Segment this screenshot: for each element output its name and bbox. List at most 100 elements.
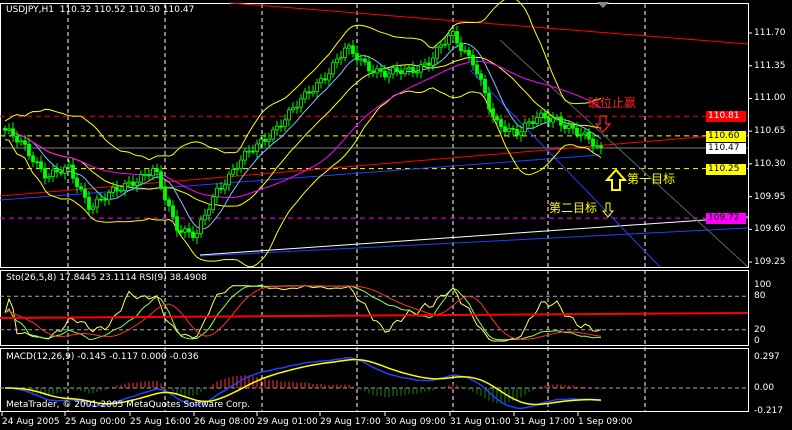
candle-body bbox=[387, 73, 391, 78]
candle-body bbox=[383, 70, 387, 78]
trendline-blue-diagonal bbox=[469, 69, 661, 268]
candle-body bbox=[527, 121, 531, 124]
candle-body bbox=[15, 135, 19, 143]
candle-body bbox=[331, 62, 335, 75]
candle-body bbox=[23, 140, 27, 145]
candle-body bbox=[419, 64, 423, 73]
candle-body bbox=[223, 184, 227, 190]
sto-rsi-label: Sto(26,5,8) 17.8445 23.1114 RSI(9) 38.49… bbox=[6, 273, 207, 283]
candle-body bbox=[415, 71, 419, 74]
candle-body bbox=[11, 128, 15, 137]
candle-body bbox=[27, 143, 31, 157]
candle-body bbox=[139, 174, 143, 183]
candle-body bbox=[267, 138, 271, 142]
x-tick-label: 1 Sep 09:00 bbox=[578, 417, 633, 427]
candle-body bbox=[399, 70, 403, 75]
candle-body bbox=[575, 127, 579, 136]
candle-body bbox=[571, 124, 575, 129]
candle-body bbox=[179, 229, 183, 233]
candle-body bbox=[163, 186, 167, 201]
candle-body bbox=[303, 91, 307, 100]
candle-body bbox=[39, 161, 43, 170]
candle-body bbox=[499, 119, 503, 128]
close-value: 110.47 bbox=[162, 5, 195, 15]
candle-body bbox=[207, 209, 211, 216]
candle-body bbox=[299, 98, 303, 108]
candle-body bbox=[531, 121, 535, 124]
candle-body bbox=[7, 128, 11, 131]
candle-body bbox=[319, 78, 323, 84]
candle-body bbox=[75, 177, 79, 188]
candle-body bbox=[175, 216, 179, 231]
candle-body bbox=[219, 187, 223, 190]
candle-body bbox=[43, 168, 47, 179]
candle-body bbox=[147, 174, 151, 177]
candle-body bbox=[507, 128, 511, 132]
candle-body bbox=[335, 58, 339, 64]
ma-slow bbox=[4, 61, 602, 199]
x-tick-label: 25 Aug 16:00 bbox=[130, 417, 191, 427]
sto-signal-line bbox=[4, 285, 602, 340]
candle-body bbox=[295, 106, 299, 109]
candle-body bbox=[235, 168, 239, 171]
trendline-blue-lower bbox=[199, 227, 749, 257]
candle-body bbox=[283, 119, 287, 128]
candle-body bbox=[403, 68, 407, 75]
candle-body bbox=[159, 171, 163, 188]
candle-body bbox=[47, 176, 51, 179]
bollinger-middle bbox=[4, 56, 602, 207]
y-tick-label: 111.00 bbox=[754, 93, 786, 104]
symbol-label: USDJPY,H1 bbox=[6, 5, 54, 15]
candle-body bbox=[431, 57, 435, 66]
trendline-support bbox=[199, 216, 749, 256]
scroll-marker-icon bbox=[597, 2, 609, 8]
candle-body bbox=[79, 186, 83, 190]
y-tick-label: 110.30 bbox=[754, 158, 786, 169]
sto-tick-label: 100 bbox=[754, 280, 772, 290]
y-tick-label: 109.95 bbox=[754, 191, 786, 202]
candle-body bbox=[495, 116, 499, 121]
candle-body bbox=[439, 44, 443, 48]
open-value: 110.32 bbox=[59, 5, 92, 15]
candle-body bbox=[479, 73, 483, 80]
candle-body bbox=[375, 68, 379, 74]
candle-body bbox=[115, 186, 119, 191]
candle-body bbox=[427, 62, 431, 66]
candle-body bbox=[255, 143, 259, 152]
candle-body bbox=[55, 169, 59, 173]
x-tick-label: 25 Aug 00:00 bbox=[65, 417, 126, 427]
candle-body bbox=[487, 92, 491, 110]
candle-body bbox=[539, 112, 543, 119]
candle-body bbox=[411, 67, 415, 73]
sto-tick-label: 0 bbox=[754, 336, 760, 346]
candle-body bbox=[535, 117, 539, 124]
sto-panel-frame bbox=[0, 270, 749, 346]
candle-body bbox=[231, 169, 235, 175]
candle-body bbox=[491, 108, 495, 118]
y-tick-label: 111.70 bbox=[754, 28, 786, 38]
candle-body bbox=[227, 173, 231, 186]
candle-body bbox=[407, 67, 411, 70]
y-tick-label: 110.65 bbox=[754, 126, 786, 137]
candle-body bbox=[107, 192, 111, 201]
candle-body bbox=[455, 31, 459, 44]
sto-trendline bbox=[0, 312, 749, 319]
candle-body bbox=[3, 127, 7, 131]
macd-histogram bbox=[8, 375, 602, 404]
candle-body bbox=[359, 58, 363, 61]
candle-body bbox=[111, 186, 115, 193]
candle-body bbox=[391, 67, 395, 75]
candle-body bbox=[579, 134, 583, 136]
candle-body bbox=[339, 57, 343, 60]
x-tick-label: 24 Aug 2005 bbox=[2, 417, 60, 427]
candle-body bbox=[123, 182, 127, 191]
candle-body bbox=[63, 166, 67, 174]
sto-tick-label: 20 bbox=[754, 324, 766, 335]
x-tick-label: 31 Aug 01:00 bbox=[450, 417, 511, 427]
macd-signal-line bbox=[4, 358, 602, 406]
candle-body bbox=[511, 128, 515, 130]
candle-body bbox=[371, 70, 375, 74]
candle-body bbox=[251, 150, 255, 153]
candle-body bbox=[551, 117, 555, 123]
